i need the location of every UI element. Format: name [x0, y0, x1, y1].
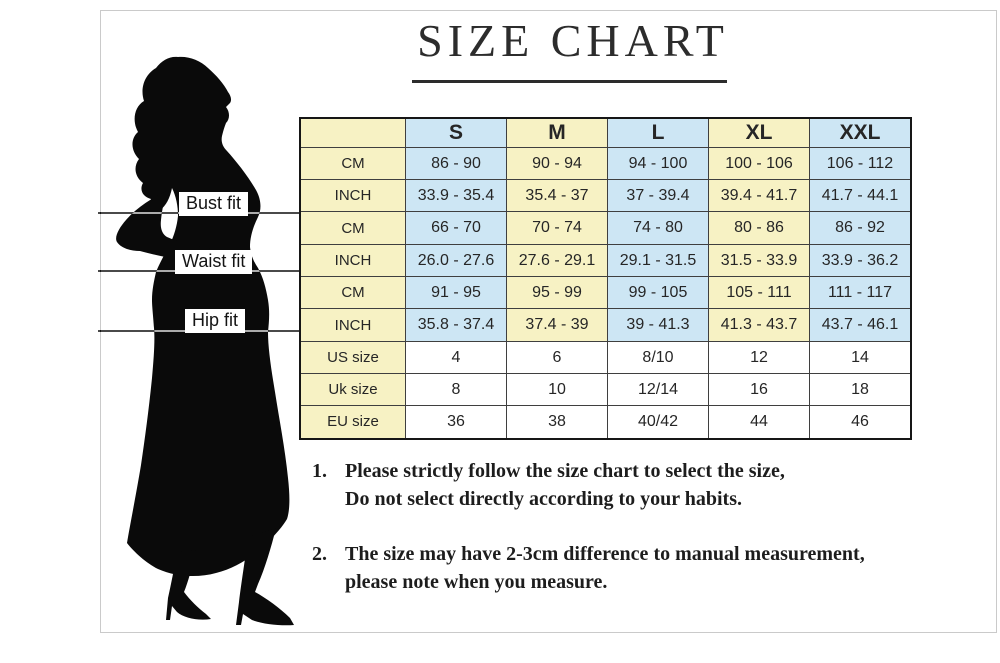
row-label-cell: Uk size — [299, 373, 406, 406]
title-underline — [412, 80, 727, 83]
note-1: 1. Please strictly follow the size chart… — [312, 457, 785, 513]
note-2-text: The size may have 2-3cm difference to ma… — [345, 540, 865, 596]
value-cell: 37 - 39.4 — [607, 179, 709, 212]
note-2: 2. The size may have 2-3cm difference to… — [312, 540, 865, 596]
value-cell: 35.4 - 37 — [506, 179, 608, 212]
value-cell: 99 - 105 — [607, 276, 709, 309]
table-row: CM 86 - 90 90 - 94 94 - 100 100 - 106 106 - 1… — [299, 147, 912, 180]
value-cell: 36 — [405, 405, 507, 439]
value-cell: 66 - 70 — [405, 211, 507, 245]
table-row: CM 66 - 70 70 - 74 74 - 80 80 - 86 86 - 92 — [299, 211, 912, 245]
note-1-line-2: Do not select directly according to your… — [345, 488, 743, 510]
row-label-cell: INCH — [299, 244, 406, 277]
table-row: CM 91 - 95 95 - 99 99 - 105 105 - 111 111 - 1… — [299, 276, 912, 309]
silhouette-back-leg — [166, 550, 211, 620]
value-cell: 6 — [506, 341, 608, 374]
value-cell: 33.9 - 36.2 — [809, 244, 912, 277]
value-cell: 95 - 99 — [506, 276, 608, 309]
column-header-xxl: XXL — [809, 117, 912, 148]
table-row: INCH 33.9 - 35.4 35.4 - 37 37 - 39.4 39.4 - … — [299, 179, 912, 212]
hip-fit-label: Hip fit — [185, 309, 246, 333]
column-header-xl: XL — [708, 117, 810, 148]
value-cell: 35.8 - 37.4 — [405, 308, 507, 342]
corner-cell — [299, 117, 406, 148]
value-cell: 39.4 - 41.7 — [708, 179, 810, 212]
value-cell: 18 — [809, 373, 912, 406]
value-cell: 41.3 - 43.7 — [708, 308, 810, 342]
value-cell: 44 — [708, 405, 810, 439]
row-label-cell: INCH — [299, 179, 406, 212]
column-header-s: S — [405, 117, 507, 148]
value-cell: 31.5 - 33.9 — [708, 244, 810, 277]
header-row: S M L XL XXL — [299, 117, 912, 148]
value-cell: 12 — [708, 341, 810, 374]
value-cell: 16 — [708, 373, 810, 406]
note-1-line-1: Please strictly follow the size chart to… — [345, 460, 785, 482]
note-2-line-1: The size may have 2-3cm difference to ma… — [345, 543, 865, 565]
value-cell: 86 - 90 — [405, 147, 507, 180]
note-2-number: 2. — [312, 543, 327, 565]
value-cell: 43.7 - 46.1 — [809, 308, 912, 342]
value-cell: 40/42 — [607, 405, 709, 439]
page-title: SIZE CHART — [417, 15, 729, 66]
value-cell: 80 - 86 — [708, 211, 810, 245]
value-cell: 106 - 112 — [809, 147, 912, 180]
bust-fit-label: Bust fit — [179, 192, 249, 216]
value-cell: 14 — [809, 341, 912, 374]
value-cell: 94 - 100 — [607, 147, 709, 180]
value-cell: 91 - 95 — [405, 276, 507, 309]
table-row: INCH 35.8 - 37.4 37.4 - 39 39 - 41.3 41.3 - … — [299, 308, 912, 342]
value-cell: 8/10 — [607, 341, 709, 374]
waist-fit-label: Waist fit — [175, 250, 253, 274]
value-cell: 41.7 - 44.1 — [809, 179, 912, 212]
value-cell: 74 - 80 — [607, 211, 709, 245]
value-cell: 105 - 111 — [708, 276, 810, 309]
size-table: S M L XL XXL CM 86 - 90 90 - 94 94 - 100 100 - 10… — [299, 117, 912, 440]
row-label-cell: CM — [299, 276, 406, 309]
row-label-cell: US size — [299, 341, 406, 374]
value-cell: 27.6 - 29.1 — [506, 244, 608, 277]
value-cell: 33.9 - 35.4 — [405, 179, 507, 212]
table-row: EU size 36 38 40/42 44 46 — [299, 405, 912, 439]
value-cell: 26.0 - 27.6 — [405, 244, 507, 277]
note-1-number: 1. — [312, 460, 327, 482]
row-label-cell: CM — [299, 147, 406, 180]
value-cell: 86 - 92 — [809, 211, 912, 245]
silhouette-arm — [116, 190, 241, 266]
value-cell: 10 — [506, 373, 608, 406]
value-cell: 8 — [405, 373, 507, 406]
value-cell: 38 — [506, 405, 608, 439]
value-cell: 46 — [809, 405, 912, 439]
value-cell: 39 - 41.3 — [607, 308, 709, 342]
value-cell: 90 - 94 — [506, 147, 608, 180]
value-cell: 29.1 - 31.5 — [607, 244, 709, 277]
value-cell: 37.4 - 39 — [506, 308, 608, 342]
value-cell: 111 - 117 — [809, 276, 912, 309]
value-cell: 12/14 — [607, 373, 709, 406]
column-header-l: L — [607, 117, 709, 148]
value-cell: 70 - 74 — [506, 211, 608, 245]
row-label-cell: EU size — [299, 405, 406, 439]
note-1-text: Please strictly follow the size chart to… — [345, 457, 785, 513]
table-row: US size 4 6 8/10 12 14 — [299, 341, 912, 374]
silhouette-front-leg — [236, 528, 294, 626]
value-cell: 4 — [405, 341, 507, 374]
note-2-line-2: please note when you measure. — [345, 571, 608, 593]
image-frame-border — [100, 10, 997, 633]
row-label-cell: INCH — [299, 308, 406, 342]
table-row: Uk size 8 10 12/14 16 18 — [299, 373, 912, 406]
column-header-m: M — [506, 117, 608, 148]
table-row: INCH 26.0 - 27.6 27.6 - 29.1 29.1 - 31.5 31.… — [299, 244, 912, 277]
value-cell: 100 - 106 — [708, 147, 810, 180]
row-label-cell: CM — [299, 211, 406, 245]
